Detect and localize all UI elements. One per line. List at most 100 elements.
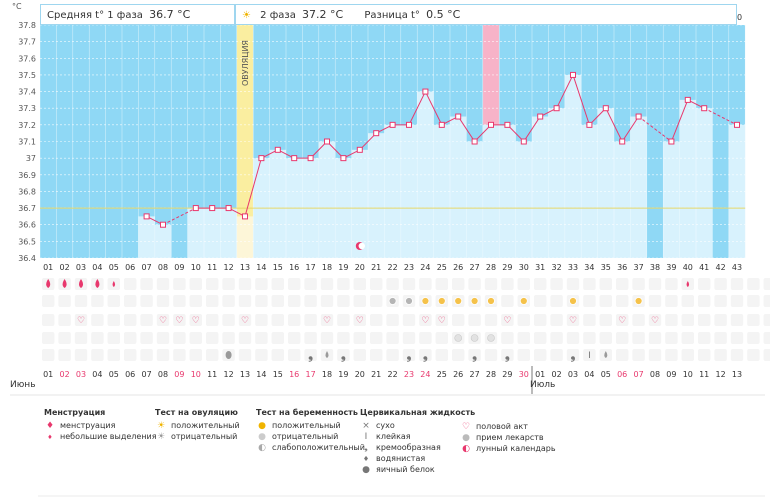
cycle-day-label: 15 (273, 263, 283, 272)
temp-point (537, 113, 544, 120)
calendar-date-label: 14 (256, 370, 266, 379)
temp-bar (679, 99, 696, 259)
cycle-day-label: 22 (388, 263, 398, 272)
temp-point (340, 155, 347, 162)
temp-line-segment (162, 207, 197, 226)
cycle-day-label: 10 (191, 263, 201, 272)
month-july: Июль (530, 380, 556, 390)
heart-icon: ♡ (159, 316, 167, 326)
tracker-cell (698, 314, 711, 326)
tracker-cell (140, 295, 153, 307)
tracker-cell (419, 349, 432, 361)
temp-point (324, 138, 330, 145)
temp-line-segment (408, 91, 426, 126)
y-tick-label: 36.7 (18, 204, 36, 213)
calendar-date-label: 11 (699, 370, 709, 379)
tracker-cell (550, 349, 563, 361)
menstruation-icon (62, 279, 67, 288)
temp-point (553, 105, 560, 112)
temp-point (586, 121, 593, 128)
tracker-cell (304, 349, 317, 361)
tracker-cell (648, 295, 662, 307)
legend-item: водянистая (376, 454, 426, 463)
legend-item: кремообразная (376, 443, 441, 452)
tracker-cell (206, 295, 219, 307)
cycle-day-label: 29 (502, 263, 512, 272)
tracker-cell (124, 332, 137, 344)
tracker-cell (648, 314, 662, 326)
cycle-day-label: 40 (683, 263, 693, 272)
tracker-cell (173, 314, 186, 326)
temp-bar (696, 108, 713, 258)
calendar-date-label: 13 (240, 370, 250, 379)
temp-line-segment (424, 91, 443, 126)
tracker-cell (714, 349, 727, 361)
phase2-value: 37.2 °C (302, 8, 344, 21)
temp-point (356, 146, 363, 153)
tracker-cell (222, 278, 235, 290)
tracker-cell (452, 314, 465, 326)
calendar-date-label: 03 (76, 370, 86, 379)
phase1-label: Средняя t° 1 фаза (47, 10, 143, 21)
tracker-cell (74, 332, 88, 344)
legend-item: сухо (376, 421, 395, 430)
tracker-cell (238, 295, 252, 307)
drop-icon: ♦ (45, 421, 55, 431)
cycle-day-label: 39 (666, 263, 676, 272)
menstruation-icon (686, 281, 690, 287)
tracker-cell (583, 314, 596, 326)
tracker-cell (665, 295, 678, 307)
tracker-cell (714, 332, 727, 344)
calendar-date-label: 17 (306, 370, 316, 379)
fluid-creamy-icon: ❟ (505, 348, 510, 363)
temp-bar (220, 208, 237, 258)
tracker-cell (124, 314, 137, 326)
tracker-cell (353, 278, 366, 290)
tracker-cell (402, 278, 416, 290)
temp-point (635, 113, 642, 120)
tracker-cell (665, 278, 678, 290)
y-tick-label: 37.2 (18, 121, 36, 130)
calendar-date-label: 13 (732, 370, 742, 379)
tracker-cell (632, 332, 645, 344)
legend-item: клейкая (376, 432, 411, 441)
water-icon: ♦ (362, 455, 370, 463)
tracker-cell (763, 332, 770, 344)
tracker-cell (402, 349, 416, 361)
tracker-cell (583, 295, 596, 307)
tracker-cell (517, 278, 530, 290)
tracker-cell (583, 349, 596, 361)
tracker-cell (238, 349, 252, 361)
tracker-cell (320, 295, 334, 307)
heart-icon: ♡ (241, 316, 249, 326)
tracker-cell (320, 332, 334, 344)
cycle-day-label: 12 (224, 263, 234, 272)
phase1-summary: Средняя t° 1 фаза 36.7 °C (40, 4, 235, 25)
tracker-cell (370, 332, 383, 344)
tracker-cell (189, 278, 202, 290)
tracker-cell (534, 349, 547, 361)
tracker-cell (468, 314, 481, 326)
fluid-sticky-icon: I (588, 351, 591, 361)
tracker-cell (107, 314, 120, 326)
tracker-cell (386, 314, 399, 326)
tracker-cell (435, 278, 448, 290)
calendar-date-label: 20 (355, 370, 365, 379)
tracker-cell (189, 332, 202, 344)
temp-line-segment (703, 107, 738, 126)
tracker-cell (632, 349, 645, 361)
tracker-cell (566, 278, 580, 290)
tracker-cell (238, 332, 252, 344)
heart-icon: ♡ (356, 316, 364, 326)
tracker-cell (714, 295, 727, 307)
tracker-cell (271, 278, 284, 290)
cycle-day-label: 30 (519, 263, 529, 272)
tracker-cell (566, 314, 580, 326)
ovulation-column (236, 8, 254, 258)
tracker-cell (255, 295, 268, 307)
tracker-cell (566, 332, 580, 344)
tracker-cell (763, 295, 770, 307)
tracker-cell (501, 349, 514, 361)
tracker-cell (435, 349, 448, 361)
cycle-day-label: 07 (142, 263, 152, 272)
